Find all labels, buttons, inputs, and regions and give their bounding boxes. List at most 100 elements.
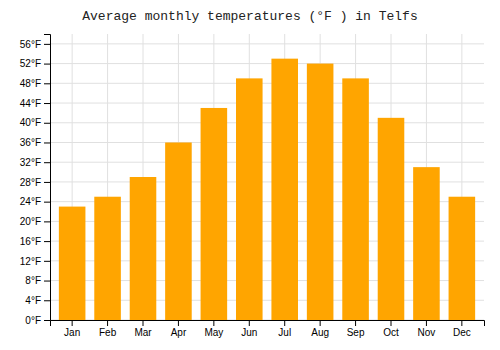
y-tick-label: 12°F (20, 256, 41, 267)
x-tick-mark (143, 320, 144, 326)
y-tick-mark (44, 261, 50, 262)
bar (413, 167, 440, 320)
y-tick: 28°F (20, 177, 50, 188)
x-tick: Feb (99, 320, 117, 338)
bar (94, 197, 121, 320)
x-tick-mark (107, 320, 108, 326)
x-tick: Apr (171, 320, 187, 338)
x-tick-label: Jan (64, 327, 80, 338)
x-tick-mark (284, 320, 285, 326)
y-tick-label: 4°F (25, 295, 41, 306)
y-tick-label: 0°F (25, 315, 41, 326)
grid-line-y (50, 162, 484, 163)
y-tick: 48°F (20, 78, 50, 89)
y-tick-label: 24°F (20, 196, 41, 207)
y-tick-mark (44, 300, 50, 301)
bar (59, 207, 86, 320)
y-tick-label: 44°F (20, 98, 41, 109)
y-tick: 20°F (20, 216, 50, 227)
y-tick-mark (44, 182, 50, 183)
x-tick: Jul (278, 320, 291, 338)
x-tick-label: Jul (278, 327, 291, 338)
x-tick-mark (426, 320, 427, 326)
y-tick-label: 28°F (20, 177, 41, 188)
grid-line-y (50, 43, 484, 44)
y-tick-label: 36°F (20, 137, 41, 148)
y-tick-mark (44, 123, 50, 124)
y-tick: 56°F (20, 39, 50, 50)
grid-line-y (50, 103, 484, 104)
bar (130, 177, 157, 320)
y-tick-label: 48°F (20, 78, 41, 89)
x-tick-mark (72, 320, 73, 326)
y-tick: 12°F (20, 256, 50, 267)
y-tick-label: 40°F (20, 117, 41, 128)
y-tick-label: 16°F (20, 236, 41, 247)
grid (50, 34, 484, 320)
x-tick-mark (178, 320, 179, 326)
x-tick-label: Nov (418, 327, 436, 338)
y-tick-mark (44, 142, 50, 143)
y-tick: 52°F (20, 58, 50, 69)
y-tick-mark (44, 202, 50, 203)
y-tick: 0°F (25, 315, 50, 326)
y-tick-label: 56°F (20, 39, 41, 50)
y-tick-label: 20°F (20, 216, 41, 227)
plot: 0°F 4°F 8°F 12°F 16°F 20°F 24°F 28°F 32°F 36°F 40°… (20, 34, 485, 338)
x-tick-label: Sep (347, 327, 365, 338)
bars (59, 59, 475, 320)
y-tick-label: 32°F (20, 157, 41, 168)
bar (236, 78, 263, 320)
y-tick-mark (44, 221, 50, 222)
x-tick-label: Aug (311, 327, 329, 338)
x-tick-label: Apr (171, 327, 187, 338)
y-tick-mark (44, 241, 50, 242)
x-tick-mark (249, 320, 250, 326)
x-axis: Jan Feb Mar Apr May Jun Jul Aug Sep Oct Nov Dec (51, 320, 485, 338)
y-tick-mark (44, 162, 50, 163)
x-tick: Nov (418, 320, 436, 338)
grid-line-y (50, 142, 484, 143)
x-tick: Dec (453, 320, 471, 338)
x-tick-label: Oct (383, 327, 399, 338)
y-tick: 8°F (25, 275, 50, 286)
y-tick-label: 8°F (25, 275, 41, 286)
chart: 0°F 4°F 8°F 12°F 16°F 20°F 24°F 28°F 32°F 36°F 40°… (0, 0, 500, 350)
y-axis: 0°F 4°F 8°F 12°F 16°F 20°F 24°F 28°F 32°F 36°F 40°… (20, 35, 51, 326)
y-tick-mark (44, 320, 50, 321)
y-tick: 16°F (20, 236, 50, 247)
grid-line-y (50, 83, 484, 84)
y-tick: 4°F (25, 295, 50, 306)
title: Average monthly temperatures (°F ) in Te… (82, 9, 417, 24)
x-tick-mark (320, 320, 321, 326)
x-tick: Jun (241, 320, 257, 338)
x-tick-label: Feb (99, 327, 117, 338)
bar (201, 108, 228, 320)
x-tick-label: Jun (241, 327, 257, 338)
x-axis-line (51, 321, 485, 327)
y-tick-mark (44, 83, 50, 84)
y-tick: 44°F (20, 98, 50, 109)
x-tick: May (204, 320, 223, 338)
x-tick: Oct (383, 320, 399, 338)
y-tick-mark (44, 64, 50, 65)
y-axis-line (44, 35, 51, 321)
bar (342, 78, 369, 320)
x-tick-mark (213, 320, 214, 326)
y-tick-label: 52°F (20, 58, 41, 69)
x-tick-mark (461, 320, 462, 326)
y-tick: 40°F (20, 117, 50, 128)
bar (449, 197, 476, 320)
y-tick: 32°F (20, 157, 50, 168)
grid-line-y (50, 63, 484, 64)
x-tick-mark (355, 320, 356, 326)
x-tick: Mar (134, 320, 152, 338)
x-tick: Jan (64, 320, 80, 338)
y-tick: 24°F (20, 196, 50, 207)
bar (271, 59, 298, 320)
x-tick-mark (391, 320, 392, 326)
y-tick: 36°F (20, 137, 50, 148)
y-tick-mark (44, 44, 50, 45)
x-tick-label: Dec (453, 327, 471, 338)
bar (378, 118, 405, 320)
